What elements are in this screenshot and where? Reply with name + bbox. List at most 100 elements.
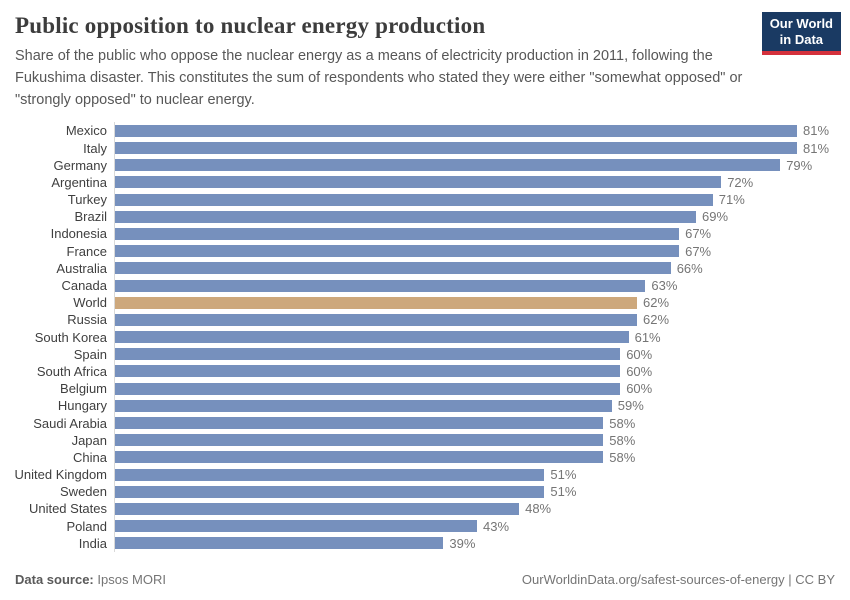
- bar-area: 61%: [114, 328, 850, 346]
- bar-area: 81%: [114, 122, 850, 140]
- value-label: 51%: [550, 484, 577, 500]
- bar-area: 51%: [114, 466, 850, 484]
- bar-area: 39%: [114, 534, 850, 552]
- bar: [115, 313, 637, 326]
- category-label: South Africa: [36, 363, 107, 379]
- bar-row: China 58%: [0, 448, 850, 466]
- category-label: Belgium: [60, 381, 107, 397]
- value-label: 51%: [550, 467, 577, 483]
- bar-area: 43%: [114, 517, 850, 535]
- bar: [115, 537, 444, 550]
- data-source-value: Ipsos MORI: [97, 572, 166, 587]
- chart-title: Public opposition to nuclear energy prod…: [15, 13, 486, 38]
- bar: [115, 348, 621, 361]
- bar: [115, 434, 604, 447]
- category-label: China: [73, 449, 107, 465]
- bar-row: World 62%: [0, 294, 850, 312]
- value-label: 71%: [718, 192, 745, 208]
- category-label: Turkey: [67, 192, 107, 208]
- bar-area: 58%: [114, 448, 850, 466]
- category-label: World: [73, 295, 107, 311]
- bar-row: Sweden 51%: [0, 483, 850, 501]
- attribution: OurWorldinData.org/safest-sources-of-ene…: [521, 572, 835, 587]
- bar-row: France 67%: [0, 242, 850, 260]
- category-label: India: [78, 535, 107, 551]
- bar-area: 48%: [114, 500, 850, 518]
- bar-row: Saudi Arabia 58%: [0, 414, 850, 432]
- value-label: 67%: [685, 226, 712, 242]
- bar-row: South Korea 61%: [0, 328, 850, 346]
- category-label: Germany: [53, 157, 107, 173]
- category-label: Sweden: [60, 484, 107, 500]
- bar-row: Canada 63%: [0, 276, 850, 295]
- bar-area: 62%: [114, 294, 850, 312]
- footer: Data source: Ipsos MORI OurWorldinData.o…: [15, 572, 835, 587]
- bar-area: 72%: [114, 173, 850, 191]
- value-label: 39%: [449, 535, 476, 551]
- category-label: Mexico: [65, 123, 107, 139]
- value-label: 60%: [626, 381, 653, 397]
- value-label: 69%: [702, 209, 729, 225]
- header: Public opposition to nuclear energy prod…: [0, 0, 850, 111]
- bar-row: United States 48%: [0, 500, 850, 518]
- value-label: 81%: [803, 123, 830, 139]
- category-label: Hungary: [57, 398, 107, 414]
- bar-row: Hungary 59%: [0, 397, 850, 415]
- bar-row: Spain 60%: [0, 345, 850, 363]
- category-label: Brazil: [74, 209, 107, 225]
- value-label: 58%: [609, 449, 636, 465]
- value-label: 59%: [617, 398, 644, 414]
- category-label: France: [66, 243, 107, 259]
- bar-area: 62%: [114, 311, 850, 329]
- value-label: 58%: [609, 415, 636, 431]
- bar-row: Japan 58%: [0, 431, 850, 449]
- value-label: 62%: [643, 312, 670, 328]
- category-label: Saudi Arabia: [33, 415, 107, 431]
- bar-area: 63%: [114, 276, 850, 295]
- bar-area: 79%: [114, 156, 850, 174]
- value-label: 60%: [626, 363, 653, 379]
- category-label: Russia: [67, 312, 107, 328]
- bar-area: 69%: [114, 208, 850, 226]
- bar-row: Brazil 69%: [0, 208, 850, 226]
- value-label: 62%: [643, 295, 670, 311]
- bar-row: Germany 79%: [0, 156, 850, 174]
- category-label: Poland: [66, 518, 107, 534]
- data-source-label: Data source:: [15, 572, 94, 587]
- bar-area: 60%: [114, 380, 850, 398]
- category-label: United States: [28, 501, 107, 517]
- bar: [115, 142, 797, 155]
- bar: [115, 176, 722, 189]
- chart-subtitle: Share of the public who oppose the nucle…: [15, 48, 743, 108]
- value-label: 79%: [786, 157, 813, 173]
- value-label: 48%: [525, 501, 552, 517]
- category-label: Indonesia: [50, 226, 107, 242]
- bar: [115, 159, 781, 172]
- category-label: Canada: [61, 278, 107, 294]
- bar: [115, 468, 545, 481]
- bar-area: 59%: [114, 397, 850, 415]
- bar: [115, 451, 604, 464]
- owid-logo-line2: in Data: [779, 32, 824, 47]
- bar-area: 60%: [114, 345, 850, 363]
- value-label: 72%: [727, 174, 754, 190]
- bar-area: 66%: [114, 259, 850, 277]
- bar: [115, 331, 629, 344]
- bar-area: 51%: [114, 483, 850, 501]
- bar-row: Russia 62%: [0, 311, 850, 329]
- value-label: 60%: [626, 346, 653, 362]
- bar-row: Poland 43%: [0, 517, 850, 535]
- category-label: Japan: [71, 432, 107, 448]
- bar: [115, 399, 612, 412]
- bar-area: 67%: [114, 225, 850, 243]
- bar-row: South Africa 60%: [0, 362, 850, 381]
- bar-row: United Kingdom 51%: [0, 466, 850, 484]
- value-label: 81%: [803, 140, 830, 156]
- owid-logo-line1: Our World: [769, 16, 833, 31]
- owid-logo: Our World in Data: [761, 12, 841, 55]
- bar: [115, 296, 637, 309]
- category-label: South Korea: [34, 329, 107, 345]
- bar: [115, 417, 604, 430]
- bar: [115, 227, 680, 240]
- bar-row: Argentina 72%: [0, 173, 850, 191]
